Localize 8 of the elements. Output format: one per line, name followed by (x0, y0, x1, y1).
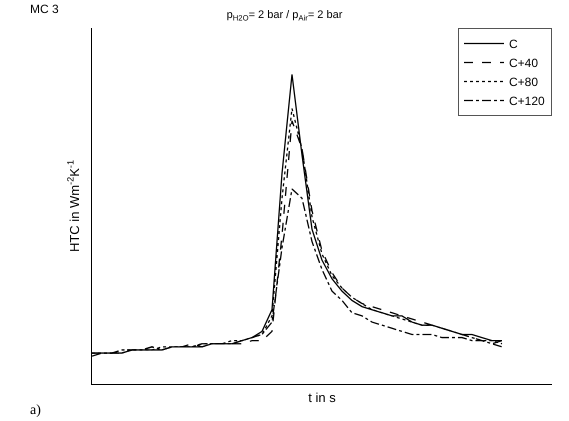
x-axis-title: t in s (308, 390, 336, 405)
legend-label: C+40 (509, 56, 538, 70)
text: MC 3 (30, 2, 59, 16)
legend-label: C+120 (509, 94, 546, 108)
text: a) (30, 403, 42, 418)
legend-label: C (509, 37, 518, 52)
legend-label: C+80 (509, 75, 538, 90)
chart-title: p$_{H2O}$= 2 bar / p$_{Air}$= 2 bar (226, 9, 343, 23)
